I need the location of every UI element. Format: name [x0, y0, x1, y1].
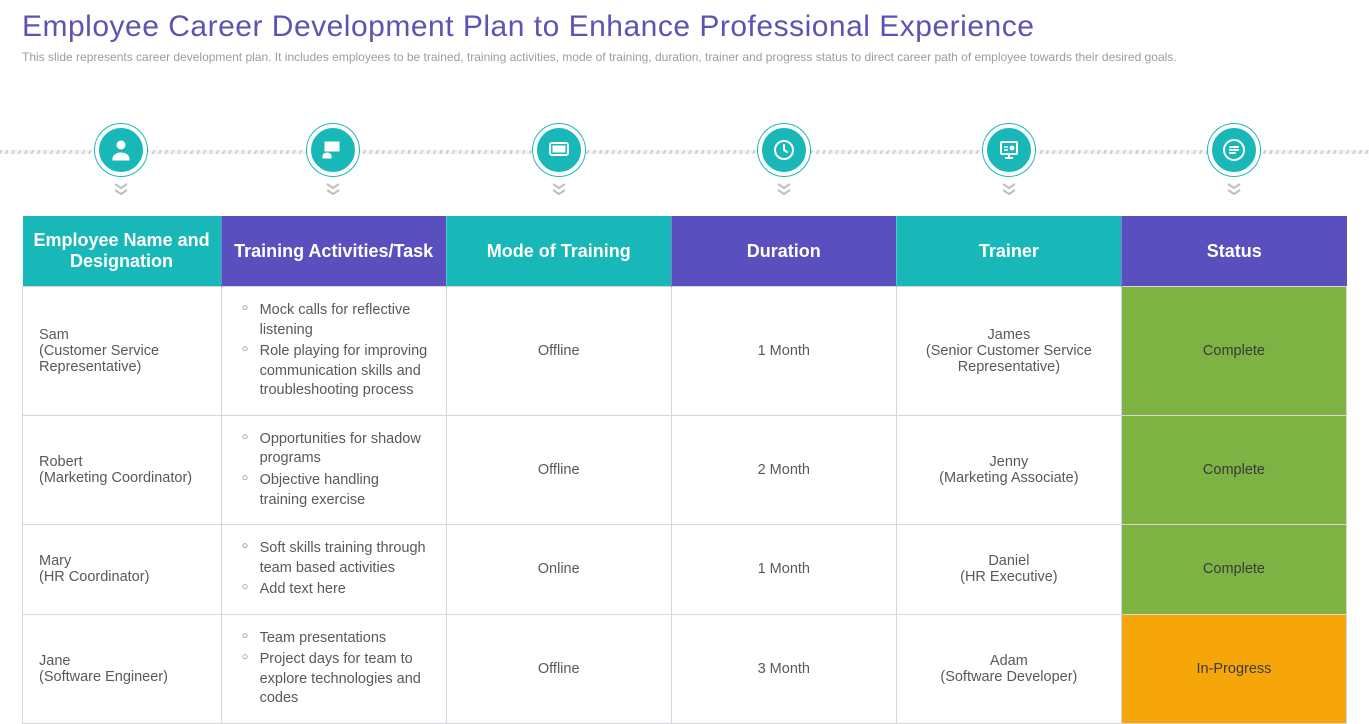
status-cell: In-Progress	[1121, 614, 1346, 723]
status-cell: Complete	[1121, 287, 1346, 416]
employee-designation: (Customer Service Representative)	[39, 343, 205, 375]
trainer-name: Daniel	[913, 553, 1105, 569]
trainer-cell: Adam(Software Developer)	[896, 614, 1121, 723]
column-icon-row	[22, 124, 1347, 196]
activity-item: Soft skills training through team based …	[242, 539, 430, 578]
activities-cell: Mock calls for reflective listeningRole …	[221, 287, 446, 416]
activities-cell: Soft skills training through team based …	[221, 525, 446, 615]
table-body: Sam(Customer Service Representative)Mock…	[23, 287, 1347, 724]
mode-cell: Online	[446, 525, 671, 615]
column-header: Status	[1121, 216, 1346, 287]
training-icon	[307, 124, 359, 176]
activity-item: Team presentations	[242, 629, 430, 649]
column-icon	[897, 124, 1122, 196]
chevron-down-icon	[325, 182, 341, 196]
column-header: Mode of Training	[446, 216, 671, 287]
chevron-down-icon	[1001, 182, 1017, 196]
trainer-role: (Software Developer)	[913, 669, 1105, 685]
activity-item: Add text here	[242, 580, 430, 600]
activity-item: Objective handling training exercise	[242, 471, 430, 510]
trainer-cell: Jenny(Marketing Associate)	[896, 415, 1121, 524]
clock-icon	[758, 124, 810, 176]
trainer-cell: James(Senior Customer Service Representa…	[896, 287, 1121, 416]
employee-name: Jane	[39, 653, 205, 669]
employee-name: Robert	[39, 454, 205, 470]
mode-cell: Offline	[446, 415, 671, 524]
employee-cell: Mary(HR Coordinator)	[23, 525, 222, 615]
activities-cell: Opportunities for shadow programsObjecti…	[221, 415, 446, 524]
trainer-role: (HR Executive)	[913, 569, 1105, 585]
career-plan-table: Employee Name and DesignationTraining Ac…	[22, 216, 1347, 724]
column-header: Trainer	[896, 216, 1121, 287]
chevron-down-icon	[551, 182, 567, 196]
employee-cell: Sam(Customer Service Representative)	[23, 287, 222, 416]
activity-item: Mock calls for reflective listening	[242, 301, 430, 340]
activity-item: Opportunities for shadow programs	[242, 430, 430, 469]
activity-item: Project days for team to explore technol…	[242, 650, 430, 709]
column-header: Employee Name and Designation	[23, 216, 222, 287]
employee-designation: (Software Engineer)	[39, 669, 205, 685]
table-row: Sam(Customer Service Representative)Mock…	[23, 287, 1347, 416]
duration-cell: 1 Month	[671, 525, 896, 615]
status-cell: Complete	[1121, 415, 1346, 524]
employee-name: Mary	[39, 553, 205, 569]
page-title: Employee Career Development Plan to Enha…	[22, 10, 1347, 44]
trainer-cell: Daniel(HR Executive)	[896, 525, 1121, 615]
column-icon	[22, 124, 221, 196]
screen-icon	[533, 124, 585, 176]
chevron-down-icon	[1226, 182, 1242, 196]
activity-item: Role playing for improving communication…	[242, 342, 430, 401]
column-icon	[221, 124, 446, 196]
duration-cell: 1 Month	[671, 287, 896, 416]
column-header: Training Activities/Task	[221, 216, 446, 287]
duration-cell: 3 Month	[671, 614, 896, 723]
duration-cell: 2 Month	[671, 415, 896, 524]
doc-icon	[1208, 124, 1260, 176]
trainer-name: Jenny	[913, 454, 1105, 470]
mode-cell: Offline	[446, 614, 671, 723]
column-icon	[671, 124, 896, 196]
trainer-role: (Senior Customer Service Representative)	[913, 343, 1105, 375]
column-header: Duration	[671, 216, 896, 287]
employee-cell: Robert(Marketing Coordinator)	[23, 415, 222, 524]
mode-cell: Offline	[446, 287, 671, 416]
person-icon	[95, 124, 147, 176]
table-header-row: Employee Name and DesignationTraining Ac…	[23, 216, 1347, 287]
board-icon	[983, 124, 1035, 176]
status-cell: Complete	[1121, 525, 1346, 615]
employee-cell: Jane(Software Engineer)	[23, 614, 222, 723]
employee-designation: (HR Coordinator)	[39, 569, 205, 585]
activities-cell: Team presentationsProject days for team …	[221, 614, 446, 723]
column-icon	[446, 124, 671, 196]
employee-designation: (Marketing Coordinator)	[39, 470, 205, 486]
employee-name: Sam	[39, 327, 205, 343]
page-subtitle: This slide represents career development…	[22, 50, 1347, 64]
trainer-name: James	[913, 327, 1105, 343]
column-icon	[1122, 124, 1347, 196]
trainer-name: Adam	[913, 653, 1105, 669]
table-row: Mary(HR Coordinator) Soft skills training…	[23, 525, 1347, 615]
table-row: Robert(Marketing Coordinator)Opportuniti…	[23, 415, 1347, 524]
chevron-down-icon	[776, 182, 792, 196]
table-row: Jane(Software Engineer)Team presentation…	[23, 614, 1347, 723]
chevron-down-icon	[113, 182, 129, 196]
trainer-role: (Marketing Associate)	[913, 470, 1105, 486]
